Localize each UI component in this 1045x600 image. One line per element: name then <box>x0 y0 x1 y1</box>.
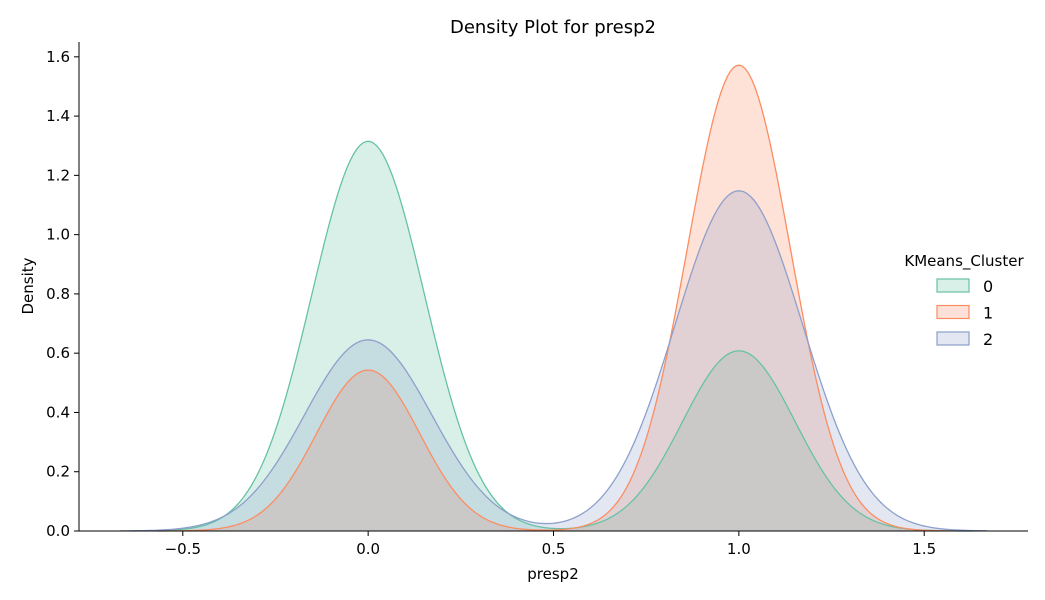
axes: −0.5 0.0 0.5 1.0 1.5 0.0 0.2 0.4 0.6 0.8 1.0 1.2 1.4… <box>46 42 1028 558</box>
legend-swatch-cluster-2 <box>936 331 970 346</box>
legend-label-cluster-0: 0 <box>983 277 993 296</box>
x-tick-label: 1.0 <box>727 540 751 558</box>
y-tick-label: 0.2 <box>46 463 70 481</box>
density-area-cluster-0 <box>134 141 973 531</box>
y-tick-label: 1.0 <box>46 226 70 244</box>
y-tick-label: 1.6 <box>46 48 70 66</box>
y-tick-label: 0.8 <box>46 285 70 303</box>
x-axis-label: presp2 <box>527 565 578 583</box>
density-area-cluster-1 <box>156 65 951 532</box>
x-tick-label: 0.5 <box>542 540 566 558</box>
y-tick-label: 1.4 <box>46 107 70 125</box>
density-area-cluster-2 <box>119 190 988 531</box>
x-tick-label: 0.0 <box>356 540 380 558</box>
legend-swatch-cluster-1 <box>936 304 970 320</box>
legend: KMeans_Cluster 0 1 2 <box>904 252 1024 349</box>
y-tick-label: 1.2 <box>46 166 70 184</box>
legend-swatch-cluster-0 <box>936 278 970 293</box>
x-tick-label: −0.5 <box>165 540 201 558</box>
y-axis-label: Density <box>19 257 37 314</box>
y-tick-label: 0.0 <box>46 522 70 540</box>
density-line-cluster-1 <box>156 64 951 532</box>
x-tick-label: 1.5 <box>912 540 936 558</box>
legend-label-cluster-1: 1 <box>983 304 993 323</box>
legend-title: KMeans_Cluster <box>904 252 1024 271</box>
density-fills <box>119 65 988 532</box>
chart-title: Density Plot for presp2 <box>450 17 656 38</box>
density-line-cluster-0 <box>134 140 973 532</box>
density-lines <box>119 64 988 532</box>
y-tick-label: 0.4 <box>46 403 70 421</box>
density-line-cluster-2 <box>119 190 988 532</box>
legend-label-cluster-2: 2 <box>983 330 993 349</box>
y-tick-label: 0.6 <box>46 344 70 362</box>
